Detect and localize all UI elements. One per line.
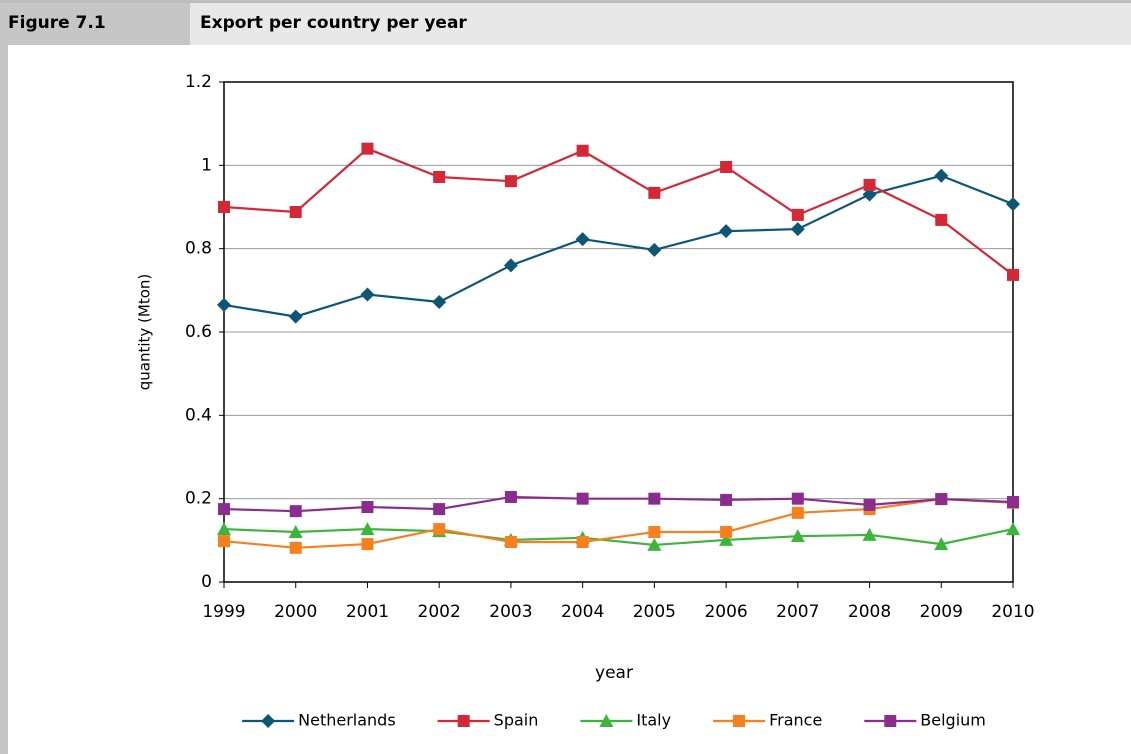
x-tick-label: 2005 [633,602,676,622]
x-tick-label: 2007 [776,602,819,622]
data-point [360,522,375,536]
y-tick-label: 0.8 [185,239,212,259]
data-point [720,161,733,173]
legend-label: Italy [636,711,671,730]
data-point [1006,522,1020,536]
legend-label: France [769,711,822,730]
data-point [361,142,374,155]
data-point [863,178,876,191]
data-line [223,527,1014,547]
data-point [719,532,734,546]
plot-border [223,81,1014,583]
y-tick-label: 0.2 [185,489,212,509]
data-point [862,187,877,202]
data-point [720,526,733,538]
data-point [218,535,230,548]
x-tick-label: 2003 [489,602,532,622]
frame-border [0,45,8,754]
data-point [576,144,589,157]
y-tick-label: 0 [201,572,212,592]
data-point [503,258,518,273]
data-point [289,541,302,554]
legend-marker [884,715,897,727]
data-point [790,222,805,237]
x-tick-label: 2001 [346,602,389,622]
legend: Netherlands Spain Italy France Belgium [242,711,986,730]
data-point [361,501,374,513]
data-line [223,495,1014,513]
data-point [647,537,662,551]
data-point [433,171,446,183]
data-point [1007,496,1019,508]
data-point [504,491,517,503]
data-point [648,186,661,199]
data-point [433,523,446,536]
y-axis-label: quantity (Mton) [136,274,154,391]
data-point [217,297,231,312]
data-point [720,493,733,506]
legend-label: Netherlands [298,711,396,730]
data-point [719,224,734,239]
data-point [218,503,230,516]
data-point [648,526,661,538]
data-point [791,492,804,505]
x-tick-label: 2008 [848,602,891,622]
figure-header: Figure 7.1 Export per country per year [0,0,1131,45]
data-point [863,498,876,511]
data-point [576,536,589,548]
x-tick-label: 2002 [418,602,461,622]
legend-label: Spain [494,711,539,730]
legend-label: Belgium [920,711,986,730]
data-point [289,505,302,518]
y-tick-label: 1.2 [185,72,212,92]
data-point [934,168,949,183]
figure-label: Figure 7.1 [0,3,190,45]
data-point [504,175,517,188]
y-tick-label: 0.4 [185,405,212,425]
x-tick-label: 2009 [920,602,963,622]
legend-marker [599,714,614,727]
y-tick-label: 0.6 [185,322,212,342]
data-point [862,527,877,541]
legend-marker [457,715,470,727]
data-point [360,287,375,302]
data-point [648,492,661,505]
data-point [504,536,517,548]
data-point [361,538,374,551]
data-point [218,201,230,213]
data-point [1007,268,1019,281]
data-point [217,522,231,536]
data-point [576,492,589,505]
data-point [935,213,948,226]
data-point [432,295,447,309]
y-tick-label: 1 [201,155,212,175]
data-point [647,242,662,257]
x-tick-label: 2004 [561,602,604,622]
data-line [223,147,1014,276]
data-point [288,309,303,324]
data-line [223,497,1014,549]
data-point [934,537,949,551]
x-tick-label: 2000 [274,602,317,622]
x-tick-label: 2006 [704,602,747,622]
data-point [790,529,805,543]
data-point [289,206,302,218]
legend-marker [733,715,746,727]
data-point [433,503,446,516]
x-tick-label: 2010 [991,602,1034,622]
data-point [791,208,804,221]
data-point [791,506,804,519]
data-point [935,493,948,506]
data-point [575,232,590,247]
figure-title: Export per country per year [190,3,1131,45]
data-point [1006,197,1020,212]
x-axis-label: year [595,663,633,683]
x-tick-label: 1999 [202,602,245,622]
data-point [288,525,303,538]
legend-marker [261,714,276,728]
